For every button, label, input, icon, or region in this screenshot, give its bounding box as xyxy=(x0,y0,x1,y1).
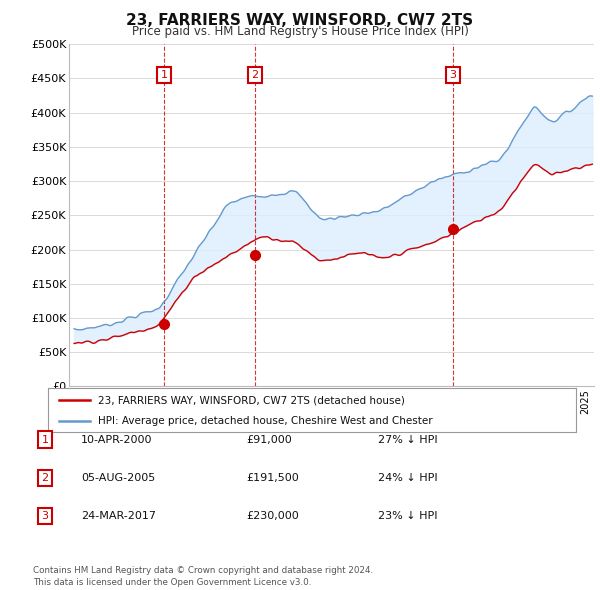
Text: 23, FARRIERS WAY, WINSFORD, CW7 2TS (detached house): 23, FARRIERS WAY, WINSFORD, CW7 2TS (det… xyxy=(98,395,405,405)
Text: £230,000: £230,000 xyxy=(246,512,299,521)
Text: 1: 1 xyxy=(160,70,167,80)
Text: £191,500: £191,500 xyxy=(246,473,299,483)
Text: HPI: Average price, detached house, Cheshire West and Chester: HPI: Average price, detached house, Ches… xyxy=(98,416,433,426)
Text: 3: 3 xyxy=(41,512,49,521)
Text: 27% ↓ HPI: 27% ↓ HPI xyxy=(378,435,437,444)
Text: Price paid vs. HM Land Registry's House Price Index (HPI): Price paid vs. HM Land Registry's House … xyxy=(131,25,469,38)
Text: 05-AUG-2005: 05-AUG-2005 xyxy=(81,473,155,483)
Text: Contains HM Land Registry data © Crown copyright and database right 2024.
This d: Contains HM Land Registry data © Crown c… xyxy=(33,566,373,587)
Text: 2: 2 xyxy=(251,70,258,80)
Text: 2: 2 xyxy=(41,473,49,483)
Text: 24% ↓ HPI: 24% ↓ HPI xyxy=(378,473,437,483)
Text: 3: 3 xyxy=(449,70,457,80)
Text: 1: 1 xyxy=(41,435,49,444)
Text: 10-APR-2000: 10-APR-2000 xyxy=(81,435,152,444)
Text: 23% ↓ HPI: 23% ↓ HPI xyxy=(378,512,437,521)
Text: 23, FARRIERS WAY, WINSFORD, CW7 2TS: 23, FARRIERS WAY, WINSFORD, CW7 2TS xyxy=(127,13,473,28)
Text: 24-MAR-2017: 24-MAR-2017 xyxy=(81,512,156,521)
Text: £91,000: £91,000 xyxy=(246,435,292,444)
